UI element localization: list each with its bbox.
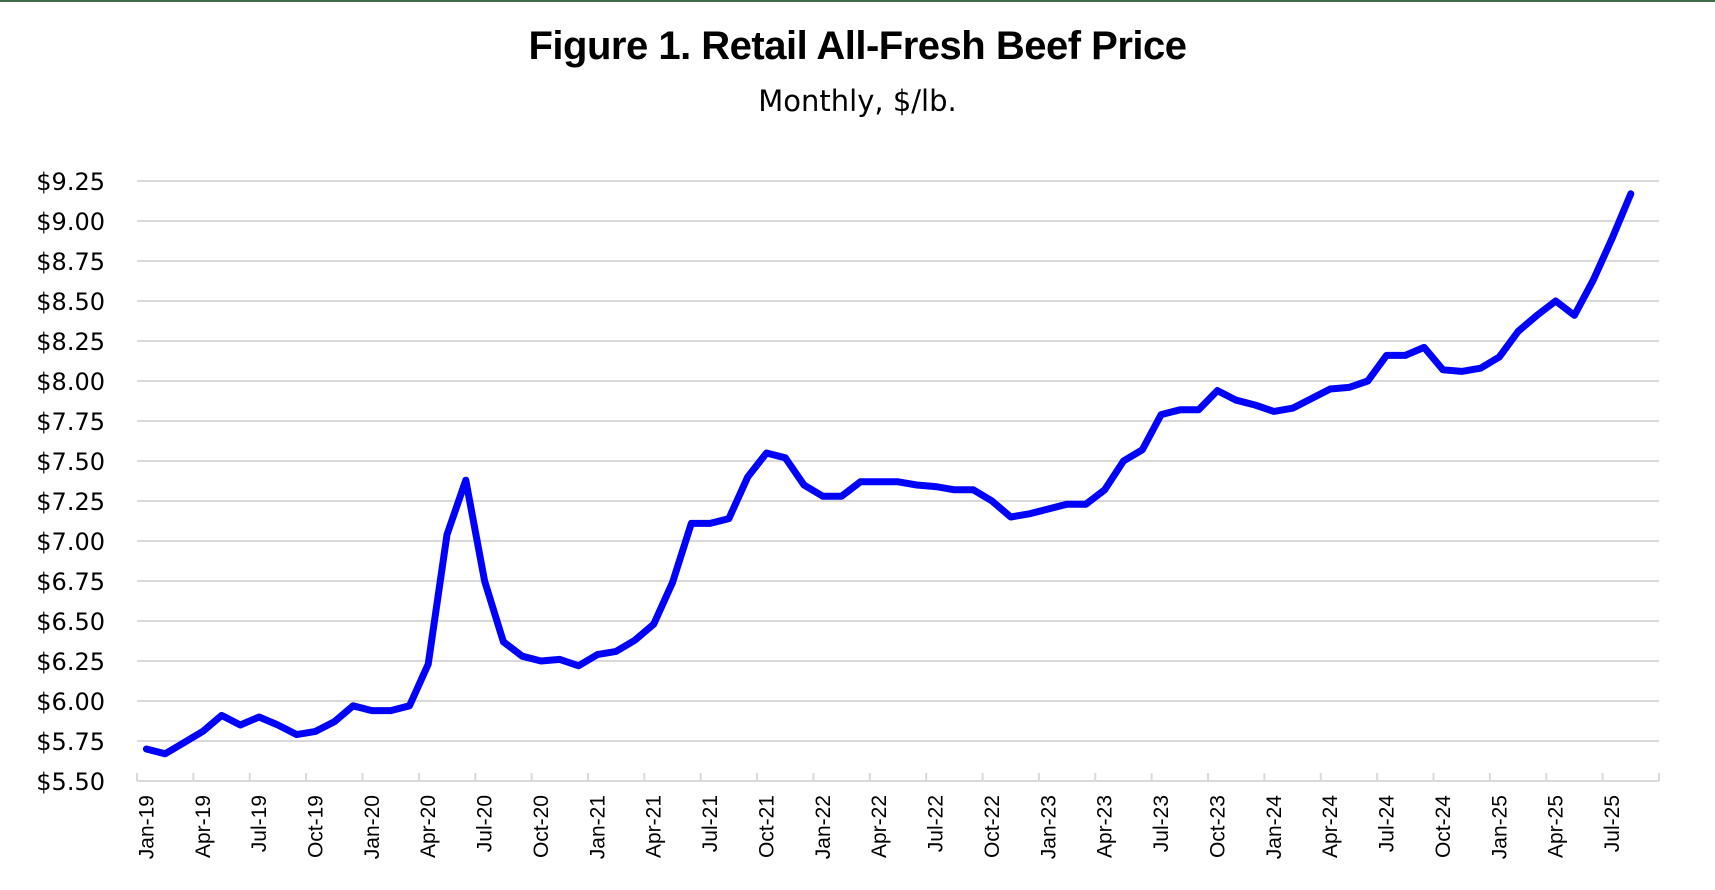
x-tick-label: Jan-25 [1488, 795, 1511, 859]
y-tick-label: $6.25 [36, 648, 105, 676]
chart-title: Figure 1. Retail All-Fresh Beef Price [528, 24, 1187, 68]
x-tick-label: Apr-24 [1319, 795, 1342, 858]
y-tick-label: $9.00 [36, 208, 105, 236]
y-tick-label: $7.75 [36, 408, 105, 436]
y-tick-label: $8.00 [36, 368, 105, 396]
x-tick-label: Jul-21 [699, 795, 722, 852]
x-tick-label: Apr-19 [192, 795, 215, 858]
y-tick-label: $7.00 [36, 528, 105, 556]
y-tick-label: $5.75 [36, 728, 105, 756]
y-tick-label: $7.50 [36, 448, 105, 476]
x-tick-label: Oct-22 [981, 795, 1004, 858]
y-tick-label: $8.25 [36, 328, 105, 356]
x-tick-label: Jan-22 [812, 795, 835, 859]
y-axis: $5.50 $5.75 $6.00 $6.25 $6.50 $6.75 $7.00 $7.25… [36, 168, 105, 796]
x-axis: Jan-19 Apr-19 Jul-19 Oct-19 Jan-20 Apr-20 Jul-… [135, 773, 1660, 860]
x-tick-label: Jul-20 [474, 795, 497, 852]
x-tick-label: Jul-24 [1376, 795, 1399, 853]
y-tick-label: $5.50 [36, 768, 105, 796]
x-tick-label: Jan-23 [1037, 795, 1060, 859]
chart-subtitle: Monthly, $/lb. [758, 84, 957, 118]
x-tick-label: Oct-19 [305, 795, 328, 858]
x-tick-label: Oct-21 [755, 795, 778, 858]
x-tick-label: Apr-20 [417, 795, 440, 858]
x-tick-label: Oct-24 [1432, 795, 1455, 858]
y-tick-label: $8.75 [36, 248, 105, 276]
x-tick-label: Jan-19 [135, 795, 158, 859]
x-tick-label: Jul-25 [1601, 795, 1624, 852]
x-tick-label: Apr-25 [1545, 795, 1568, 858]
x-tick-label: Apr-21 [643, 795, 666, 858]
y-tick-label: $6.00 [36, 688, 105, 716]
y-tick-label: $9.25 [36, 168, 105, 196]
x-tick-label: Jan-20 [361, 795, 384, 859]
y-tick-label: $6.50 [36, 608, 105, 636]
x-tick-label: Apr-22 [868, 795, 891, 858]
x-tick-label: Jul-19 [248, 795, 271, 852]
top-border [0, 0, 1715, 2]
x-tick-label: Jul-23 [1150, 795, 1173, 852]
y-tick-label: $8.50 [36, 288, 105, 316]
x-tick-label: Jan-24 [1263, 795, 1286, 860]
gridlines [137, 180, 1659, 742]
x-tick-label: Apr-23 [1094, 795, 1117, 858]
x-tick-label: Jul-22 [925, 795, 948, 852]
x-tick-label: Jan-21 [586, 795, 609, 859]
price-line [142, 190, 1635, 758]
y-tick-label: $7.25 [36, 488, 105, 516]
x-tick-label: Oct-20 [530, 795, 553, 858]
y-tick-label: $6.75 [36, 568, 105, 596]
x-tick-label: Oct-23 [1206, 795, 1229, 858]
